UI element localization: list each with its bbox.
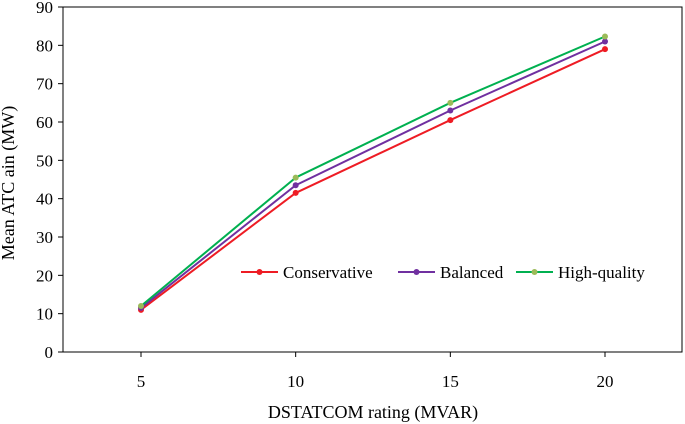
y-tick-label: 80 [36, 36, 53, 55]
data-point-conservative [292, 189, 299, 196]
y-tick-label: 20 [36, 266, 53, 285]
x-tick-label: 10 [287, 372, 304, 391]
data-point-conservative [447, 117, 454, 124]
legend-item-conservative: Conservative [241, 263, 373, 282]
legend-item-balanced: Balanced [398, 263, 504, 282]
y-tick-label: 60 [36, 113, 53, 132]
data-point-high-quality [292, 174, 299, 181]
y-axis-title: Mean ATC ain (MW) [0, 106, 19, 260]
data-point-balanced [447, 107, 454, 114]
series-line-high-quality [140, 35, 606, 307]
legend-label: Balanced [440, 263, 504, 282]
legend-item-high-quality: High-quality [516, 263, 645, 282]
legend-label: Conservative [283, 263, 373, 282]
y-tick-label: 0 [45, 343, 54, 362]
x-tick-label: 5 [137, 372, 146, 391]
data-point-balanced [602, 38, 608, 45]
y-tick-label: 30 [36, 228, 53, 247]
legend-swatch-marker [413, 269, 420, 275]
data-point-balanced [292, 182, 299, 189]
x-axis-title: DSTATCOM rating (MVAR) [268, 402, 478, 423]
legend-swatch-marker [531, 269, 538, 275]
legend-swatch-marker [256, 269, 263, 275]
y-tick-label: 90 [36, 0, 53, 17]
data-point-high-quality [602, 33, 608, 40]
data-point-high-quality [138, 303, 144, 309]
data-point-high-quality [447, 99, 454, 106]
data-point-conservative [602, 46, 608, 53]
x-tick-label: 15 [442, 372, 459, 391]
y-tick-label: 70 [36, 75, 53, 94]
y-tick-label: 40 [36, 190, 53, 209]
x-tick-label: 20 [597, 372, 614, 391]
plot-area-border [62, 6, 683, 353]
series-line-balanced [140, 40, 606, 309]
y-tick-label: 50 [36, 151, 53, 170]
legend-label: High-quality [558, 263, 645, 282]
y-tick-label: 10 [36, 305, 53, 324]
series-line-conservative [140, 48, 606, 311]
